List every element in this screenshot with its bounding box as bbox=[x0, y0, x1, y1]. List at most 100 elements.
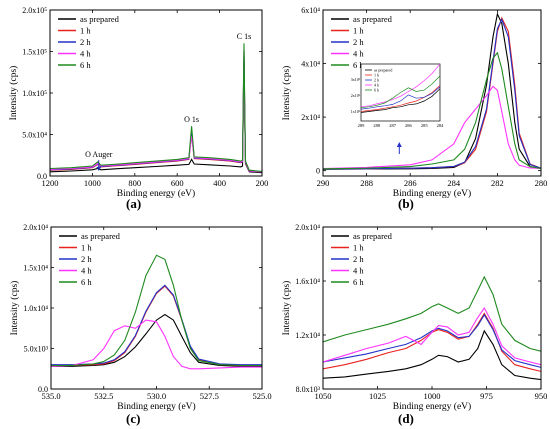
y-tick-label: 2.0x10⁴ bbox=[23, 223, 48, 232]
y-axis-label: Intensity (cps) bbox=[281, 281, 292, 336]
legend-label: as prepared bbox=[81, 231, 121, 241]
series-line-6-h bbox=[323, 51, 541, 170]
panel-a: 1200 1000 800 600 400 200 0.0 5.0x10⁴ 1.0x10⁵ 1.5… bbox=[8, 6, 268, 199]
x-tick-label: 400 bbox=[213, 178, 226, 188]
legend-label: 4 h bbox=[80, 49, 91, 59]
x-tick-label: 525.0 bbox=[252, 391, 271, 401]
x-tick-label: 535.0 bbox=[41, 391, 60, 401]
series-group bbox=[51, 254, 262, 370]
x-tick-label: 1000 bbox=[424, 391, 441, 401]
x-tick-label: 200 bbox=[256, 178, 269, 188]
x-tick-label: 600 bbox=[171, 178, 184, 188]
series-line-4-h bbox=[323, 306, 541, 366]
y-tick-label: 2.0x10⁴ bbox=[295, 223, 320, 232]
x-tick-label: 280 bbox=[535, 178, 548, 188]
inset-x-tick-label: 289 bbox=[358, 123, 366, 128]
series-line-2-h bbox=[323, 17, 541, 170]
inset-legend-label: as prepared bbox=[374, 68, 392, 73]
y-tick-label: 5.0x10⁴ bbox=[22, 131, 47, 140]
inset-y-tick-label: 2x10³ bbox=[351, 93, 361, 98]
annotation-label: O Auger bbox=[85, 150, 113, 159]
legend: as prepared 1 h2 h 4 h6 h bbox=[59, 231, 121, 287]
series-line-2-h bbox=[323, 313, 541, 368]
x-tick-label: 532.5 bbox=[94, 391, 113, 401]
y-tick-label: 0.0 bbox=[38, 385, 48, 394]
legend-label: 4 h bbox=[353, 49, 364, 59]
annotation-label: C 1s bbox=[237, 32, 251, 41]
legend-label: 2 h bbox=[80, 37, 91, 47]
x-tick-label: 286 bbox=[404, 178, 417, 188]
legend-label: as prepared bbox=[80, 14, 120, 24]
inset-series-line bbox=[361, 88, 440, 113]
y-tick-label: 1.0x10⁴ bbox=[23, 304, 48, 313]
series-line-as-prepared bbox=[323, 329, 541, 381]
inset-legend-label: 6 h bbox=[374, 88, 379, 93]
inset-x-tick-label: 288 bbox=[373, 123, 381, 128]
panel-d: 1050 1025 1000 975 950 8.0x10³ 1.2x10⁴ 1.6x10⁴ 2… bbox=[281, 223, 547, 412]
series-line-1-h bbox=[323, 312, 541, 372]
inset: 289 288 287 286 285 284 1x10³ 2x10³ 3x10³ as prep… bbox=[351, 63, 445, 154]
y-axis-label: Intensity (cps) bbox=[281, 66, 292, 121]
series-line-1-h bbox=[51, 285, 262, 367]
inset-x-tick-label: 284 bbox=[437, 123, 445, 128]
x-tick-label: 950 bbox=[535, 391, 548, 401]
x-tick-label: 1000 bbox=[84, 178, 101, 188]
x-tick-label: 530.0 bbox=[147, 391, 166, 401]
inset-legend-label: 4 h bbox=[374, 83, 379, 88]
x-tick-label: 282 bbox=[491, 178, 504, 188]
legend-label: 1 h bbox=[353, 243, 364, 253]
annotation-label: O 1s bbox=[184, 115, 199, 124]
legend-label: 4 h bbox=[353, 266, 364, 276]
annotation-arrowhead bbox=[96, 166, 102, 171]
inset-series-line bbox=[361, 86, 440, 110]
y-tick-label: 4x10⁴ bbox=[301, 60, 320, 69]
inset-legend-label: 1 h bbox=[374, 73, 379, 78]
y-axis-label: Intensity (cps) bbox=[8, 66, 19, 121]
x-tick-label: 1200 bbox=[42, 178, 59, 188]
x-axis-label: Binding energy (eV) bbox=[393, 401, 471, 412]
series-line-2-h bbox=[51, 284, 262, 366]
series-line-6-h bbox=[51, 254, 262, 367]
inset-y-tick-label: 1x10³ bbox=[351, 109, 361, 114]
legend-label: 1 h bbox=[353, 26, 364, 36]
x-tick-label: 288 bbox=[360, 178, 373, 188]
y-tick-label: 1.6x10⁴ bbox=[295, 277, 320, 286]
series-group bbox=[323, 12, 541, 170]
series-group bbox=[323, 275, 541, 381]
x-tick-label: 284 bbox=[447, 178, 461, 188]
series-line-4-h bbox=[51, 319, 262, 370]
legend-label: 6 h bbox=[353, 277, 364, 287]
y-axis-label: Intensity (cps) bbox=[9, 281, 20, 336]
series-line-as-prepared bbox=[50, 59, 262, 174]
x-tick-label: 1050 bbox=[315, 391, 332, 401]
inset-x-tick-label: 287 bbox=[389, 123, 397, 128]
x-tick-label: 527.5 bbox=[200, 391, 219, 401]
legend-label: as prepared bbox=[353, 231, 393, 241]
legend: as prepared 1 h2 h 4 h6 h bbox=[331, 231, 393, 287]
legend: as prepared 1 h2 h 4 h6 h bbox=[331, 14, 393, 70]
inset-x-tick-label: 286 bbox=[405, 123, 413, 128]
y-tick-label: 6x10⁴ bbox=[301, 6, 320, 15]
x-axis-label: Binding energy (eV) bbox=[393, 188, 471, 199]
series-line-4-h bbox=[323, 85, 541, 170]
y-tick-label: 0 bbox=[316, 167, 320, 176]
x-axis-label: Binding energy (eV) bbox=[117, 188, 195, 199]
series-line-4-h bbox=[50, 68, 262, 173]
y-tick-label: 0.0 bbox=[37, 172, 47, 181]
legend-label: 6 h bbox=[81, 277, 92, 287]
legend-label: as prepared bbox=[353, 14, 393, 24]
legend-label: 4 h bbox=[81, 266, 92, 276]
legend-label: 6 h bbox=[353, 60, 364, 70]
series-line-6-h bbox=[323, 275, 541, 352]
y-tick-label: 8.0x10³ bbox=[296, 385, 321, 394]
x-tick-label: 800 bbox=[128, 178, 141, 188]
x-axis-label: Binding energy (eV) bbox=[117, 401, 195, 412]
x-tick-label: 1025 bbox=[369, 391, 386, 401]
y-tick-label: 2.0x10⁵ bbox=[22, 6, 47, 15]
series-line-as-prepared bbox=[323, 12, 541, 170]
y-tick-label: 1.5x10⁴ bbox=[23, 264, 48, 273]
x-tick-label: 975 bbox=[480, 391, 493, 401]
legend-label: 2 h bbox=[353, 37, 364, 47]
y-tick-label: 1.5x10⁵ bbox=[22, 48, 47, 57]
